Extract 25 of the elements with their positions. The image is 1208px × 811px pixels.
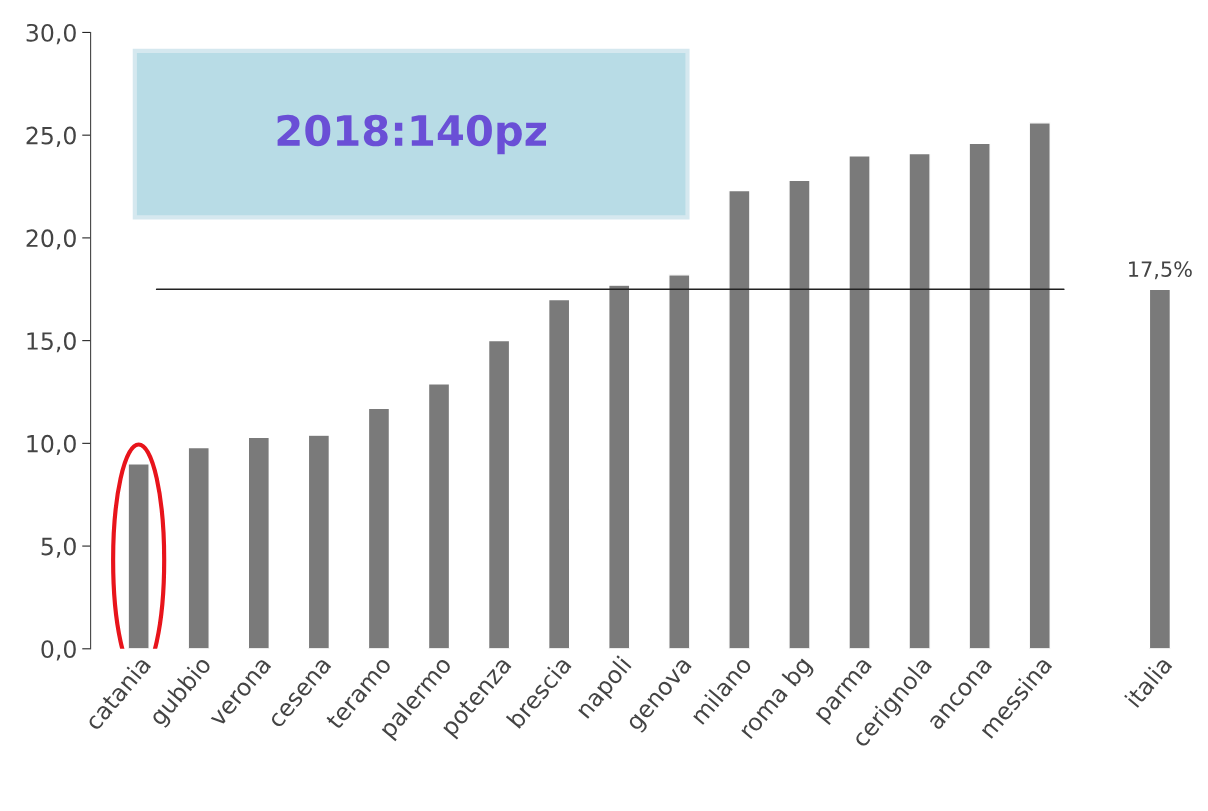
bar <box>608 284 631 649</box>
y-tick-label: 20,0 <box>26 229 76 250</box>
y-tick-label: 0,0 <box>41 640 76 661</box>
bar <box>307 434 331 649</box>
y-tick-label: 15,0 <box>27 332 76 353</box>
bar <box>547 298 571 649</box>
data-label: 17,5% <box>1129 261 1192 280</box>
y-tick-label: 25,0 <box>26 126 76 147</box>
y-tick-label: 5,0 <box>41 537 76 558</box>
bar <box>728 189 751 649</box>
bar <box>1148 288 1172 649</box>
bar <box>187 446 210 649</box>
y-tick-label: 30,0 <box>26 23 76 45</box>
bar <box>968 142 991 649</box>
annotation: 2018:140pz <box>277 114 546 155</box>
bar <box>427 383 451 649</box>
bar <box>247 436 271 649</box>
bar <box>367 407 391 649</box>
bar <box>668 274 691 649</box>
bar <box>1028 122 1051 649</box>
bar <box>788 179 811 649</box>
y-tick-label: 10,0 <box>27 434 76 456</box>
bar <box>908 152 931 649</box>
bar <box>487 339 511 649</box>
bar <box>848 155 871 649</box>
